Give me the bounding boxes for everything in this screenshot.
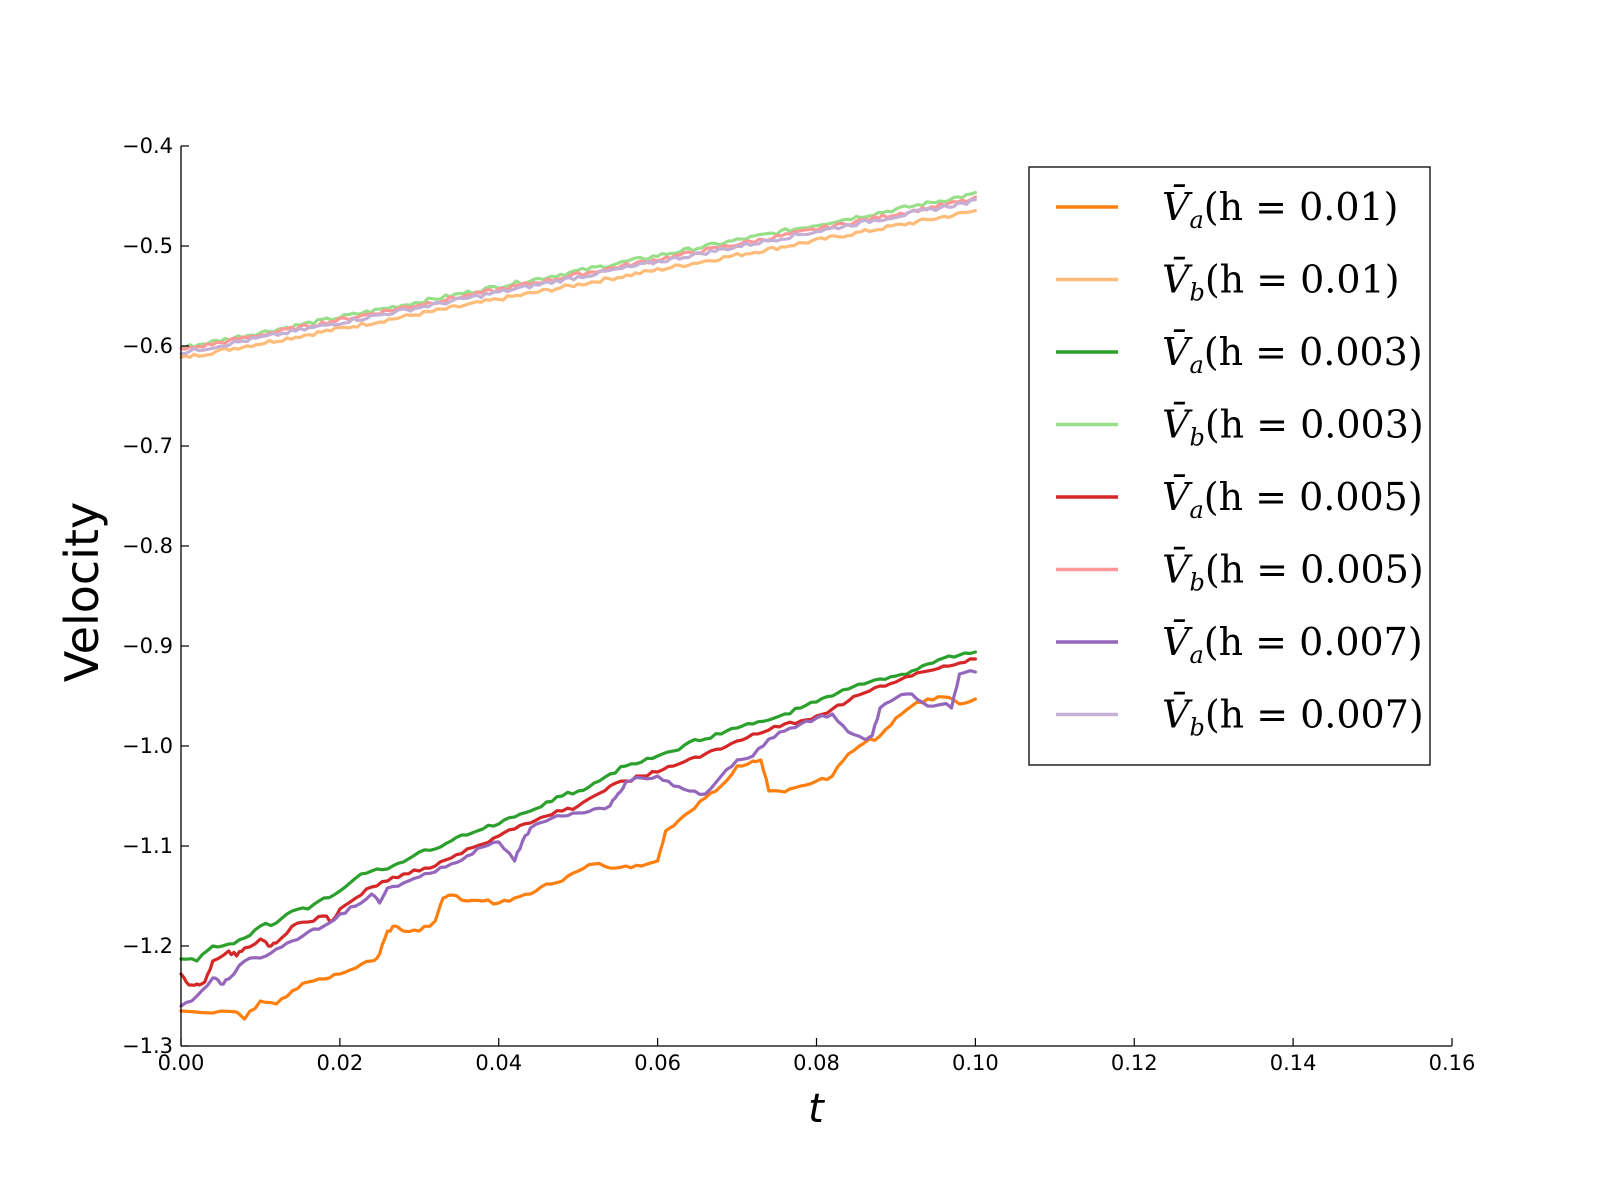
series-line-1 [179,209,977,359]
series-line-3 [179,190,977,350]
series-line-0 [179,695,977,1021]
y-tick-label: −1.2 [122,934,173,958]
legend: V̄a(h = 0.01) V̄b(h = 0.01) V̄a(h = 0.003)… [1028,166,1431,766]
series-layer [179,190,977,1021]
y-tick-label: −1.3 [122,1034,173,1058]
legend-entry-2: V̄a(h = 0.003) [1162,330,1423,379]
x-tick-label: 0.00 [158,1051,205,1075]
series-line-2 [179,650,977,963]
x-tick-label: 0.16 [1429,1051,1476,1075]
y-tick-label: −0.5 [122,234,173,258]
y-tick-label: −0.7 [122,434,173,458]
legend-entry-0: V̄a(h = 0.01) [1162,185,1399,234]
legend-entry-5: V̄b(h = 0.005) [1162,548,1424,597]
legend-entry-6: V̄a(h = 0.007) [1162,620,1423,669]
legend-entry-1: V̄b(h = 0.01) [1162,258,1400,307]
x-tick-label: 0.04 [475,1051,522,1075]
y-tick-label: −1.0 [122,734,173,758]
x-tick-label: 0.08 [793,1051,840,1075]
series-line-7 [179,198,977,356]
y-tick-label: −0.4 [122,134,173,158]
series-line-4 [179,657,977,987]
x-tick-label: 0.12 [1111,1051,1158,1075]
legend-entry-4: V̄a(h = 0.005) [1162,475,1423,524]
x-tick-label: 0.10 [952,1051,999,1075]
y-tick-label: −1.1 [122,834,173,858]
ticks-layer: 0.00 0.02 0.04 0.06 0.08 0.10 0.12 0.14 0.16 −1.3… [122,134,1475,1075]
y-tick-label: −0.8 [122,534,173,558]
x-axis-title: t [808,1086,825,1132]
x-tick-label: 0.06 [634,1051,681,1075]
x-tick-label: 0.14 [1270,1051,1317,1075]
y-tick-label: −0.6 [122,334,173,358]
legend-entry-7: V̄b(h = 0.007) [1162,693,1424,742]
legend-entry-3: V̄b(h = 0.003) [1162,403,1424,452]
legend-frame [1028,166,1431,766]
x-tick-label: 0.02 [316,1051,363,1075]
y-tick-label: −0.9 [122,634,173,658]
y-axis-title: Velocity [55,502,109,682]
series-line-6 [179,669,977,1008]
